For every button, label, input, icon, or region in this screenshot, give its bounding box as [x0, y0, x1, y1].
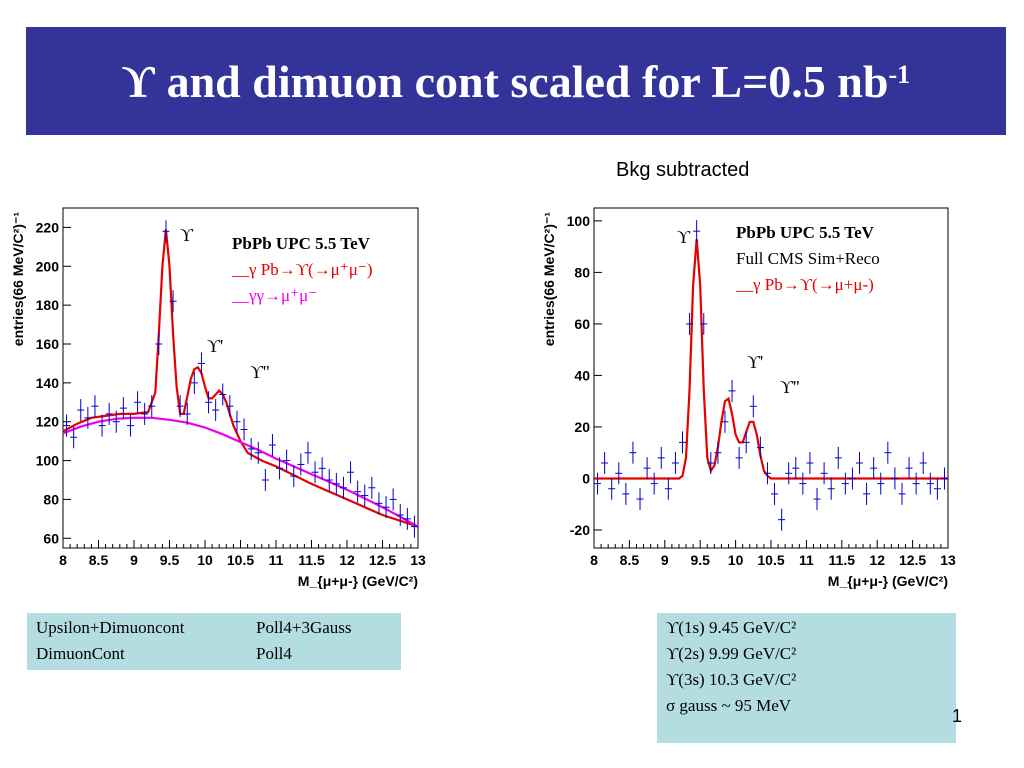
x-tick-label: 8.5: [620, 552, 640, 568]
x-axis-label: M_{μ+μ-} (GeV/C²): [828, 573, 948, 589]
background-curve: [62, 416, 419, 528]
left-row-2-name: DimuonCont: [36, 644, 125, 663]
y-tick-label: 100: [567, 213, 591, 229]
x-tick-label: 9.5: [160, 552, 180, 568]
legend-entry: Full CMS Sim+Reco: [736, 249, 880, 268]
x-tick-label: 12: [339, 552, 355, 568]
peak-label: ϒ': [747, 352, 763, 372]
y-tick-label: 100: [36, 453, 60, 469]
x-tick-label: 10.5: [227, 552, 254, 568]
legend-entry: __γ Pb→ϒ(→μ+μ-): [735, 275, 874, 294]
left-chart: 8 8.5 9 9.5 10 10.5 11 11.5 12 12.5 13 60 80 100 120 14…: [10, 207, 426, 589]
page-number: 1: [952, 706, 963, 726]
upsilon-1s-line: ϒ(1s) 9.45 GeV/C²: [666, 618, 797, 637]
y-tick-label: -20: [570, 522, 590, 538]
title-exponent: -1: [888, 60, 911, 89]
x-tick-label: 8.5: [89, 552, 109, 568]
left-row-1-name: Upsilon+Dimuoncont: [36, 618, 185, 637]
y-tick-label: 0: [582, 470, 590, 486]
y-tick-label: 80: [43, 491, 59, 507]
x-tick-label: 8: [59, 552, 67, 568]
x-tick-label: 11: [799, 552, 814, 568]
y-tick-label: 140: [36, 375, 60, 391]
x-tick-label: 10: [728, 552, 744, 568]
x-tick-label: 9: [130, 552, 138, 568]
upsilon-3s-line: ϒ(3s) 10.3 GeV/C²: [666, 670, 797, 689]
y-tick-label: 220: [36, 219, 60, 235]
title-main: ϒ and dimuon cont scaled for L=0.5 nb: [121, 55, 889, 107]
left-fit-info-box: Upsilon+Dimuoncont Poll4+3Gauss DimuonCo…: [27, 613, 401, 670]
y-tick-label: 120: [36, 414, 60, 430]
x-tick-label: 8: [590, 552, 598, 568]
right-chart: 8 8.5 9 9.5 10 10.5 11 11.5 12 12.5 13 -20 0 20 40 60 80…: [541, 207, 956, 589]
peak-label: ϒ: [677, 227, 691, 247]
x-tick-label: 13: [940, 552, 956, 568]
legend-entry: __γγ→μ⁺μ⁻: [231, 286, 317, 305]
fit-curve: [62, 229, 419, 528]
x-tick-label: 10.5: [757, 552, 784, 568]
peak-label: ϒ'': [780, 377, 800, 397]
title-bar: ϒ and dimuon cont scaled for L=0.5 nb -1: [26, 27, 1006, 135]
y-tick-label: 60: [43, 530, 59, 546]
legend-entry: PbPb UPC 5.5 TeV: [232, 234, 371, 253]
x-tick-label: 12.5: [369, 552, 396, 568]
x-tick-label: 11.5: [829, 552, 856, 568]
x-tick-label: 9.5: [690, 552, 710, 568]
slide-title: ϒ and dimuon cont scaled for L=0.5 nb -1: [26, 27, 1006, 135]
y-tick-label: 180: [36, 297, 60, 313]
x-tick-label: 12.5: [899, 552, 926, 568]
y-tick-label: 200: [36, 258, 60, 274]
y-tick-label: 60: [574, 316, 590, 332]
x-tick-label: 12: [869, 552, 885, 568]
legend-entry: __γ Pb→ϒ(→μ⁺μ⁻): [231, 260, 373, 279]
right-peak-info-box: ϒ(1s) 9.45 GeV/C² ϒ(2s) 9.99 GeV/C² ϒ(3s…: [657, 613, 956, 743]
y-tick-label: 40: [574, 367, 590, 383]
x-tick-label: 13: [410, 552, 426, 568]
peak-label: ϒ: [180, 225, 194, 245]
x-tick-label: 9: [661, 552, 669, 568]
y-axis-label: entries(66 MeV/C²)⁻¹: [541, 212, 557, 347]
fit-curve: [594, 238, 948, 480]
peak-label: ϒ'': [250, 362, 270, 382]
peak-label: ϒ': [207, 336, 223, 356]
x-tick-label: 10: [197, 552, 213, 568]
legend-entry: PbPb UPC 5.5 TeV: [736, 223, 875, 242]
y-tick-label: 160: [36, 336, 60, 352]
x-tick-label: 11.5: [298, 552, 325, 568]
y-tick-label: 20: [574, 419, 590, 435]
left-row-1-fit: Poll4+3Gauss: [256, 618, 352, 637]
y-axis-label: entries(66 MeV/C²)⁻¹: [10, 212, 26, 347]
y-tick-label: 80: [574, 264, 590, 280]
upsilon-2s-line: ϒ(2s) 9.99 GeV/C²: [666, 644, 797, 663]
sigma-line: σ gauss ~ 95 MeV: [666, 696, 792, 715]
x-tick-label: 11: [269, 552, 284, 568]
subtitle: Bkg subtracted: [616, 159, 750, 181]
x-axis-label: M_{μ+μ-} (GeV/C²): [298, 573, 418, 589]
left-row-2-fit: Poll4: [256, 644, 292, 663]
